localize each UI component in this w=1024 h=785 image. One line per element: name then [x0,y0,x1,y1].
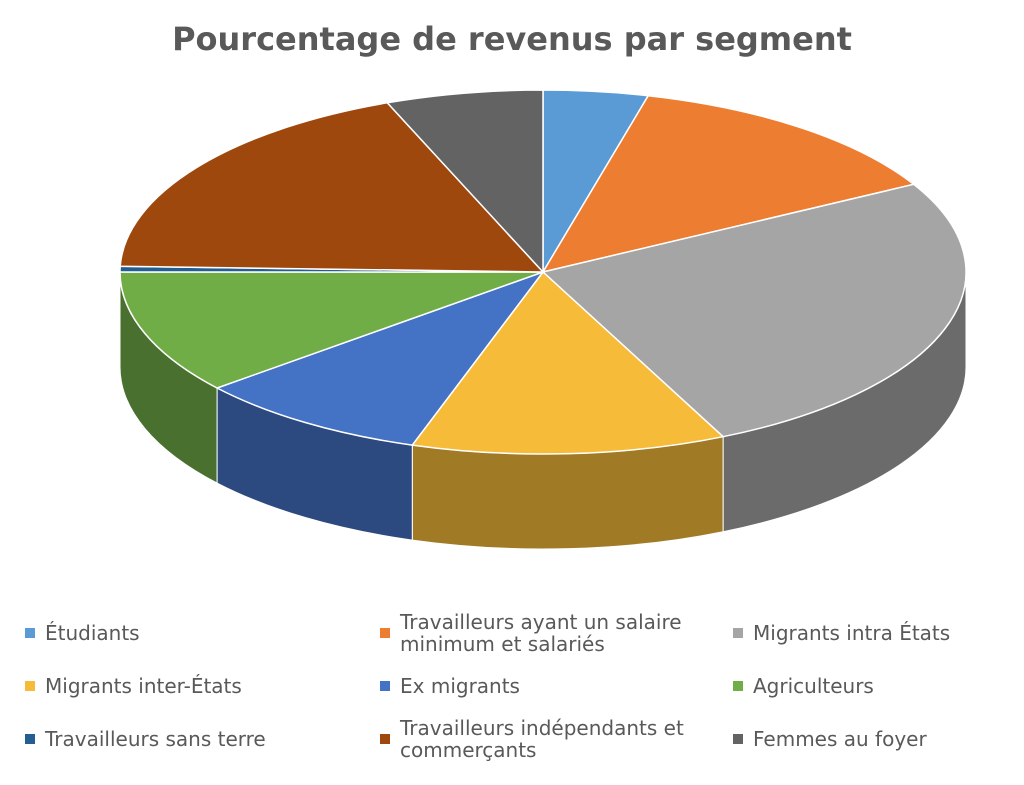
legend-label: Ex migrants [400,673,520,698]
legend-label: Travailleurs indépendants et commerçants [400,715,684,762]
legend-swatch [380,733,390,744]
legend-item: Migrants intra États [733,610,1013,655]
slice [119,101,545,273]
legend-item: Travailleurs ayant un salaire minimum et… [380,610,733,655]
legend-item: Travailleurs sans terre [25,716,380,761]
legend-label: Agriculteurs [753,673,874,698]
slice [385,89,544,274]
slice [410,270,725,455]
legend-swatch [25,627,35,638]
slice [541,183,967,438]
slice [119,271,544,389]
legend-label: Femmes au foyer [753,726,927,751]
legend-item: Ex migrants [380,663,733,708]
legend-label: Étudiants [45,620,140,645]
legend-swatch [380,627,390,638]
legend-swatch [380,680,390,691]
slice [541,94,916,274]
legend-item: Migrants inter-États [25,663,380,708]
legend-swatch [25,733,35,744]
legend-swatch [733,733,743,744]
legend-label: Travailleurs ayant un salaire minimum et… [400,609,682,656]
legend-label: Migrants inter-États [45,673,242,698]
legend-item: Agriculteurs [733,663,1013,708]
legend-item: Étudiants [25,610,380,655]
legend-item: Travailleurs indépendants et commerçants [380,716,733,761]
slice [215,270,546,446]
legend-label: Migrants intra États [753,620,951,645]
legend: Étudiants Travailleurs ayant un salaire m… [25,610,1015,761]
legend-swatch [25,680,35,691]
legend-item: Femmes au foyer [733,716,1013,761]
chart-title: Pourcentage de revenus par segment [172,20,852,58]
legend-swatch [733,680,743,691]
chart [119,89,967,550]
legend-label: Travailleurs sans terre [45,726,266,751]
legend-swatch [733,627,743,638]
